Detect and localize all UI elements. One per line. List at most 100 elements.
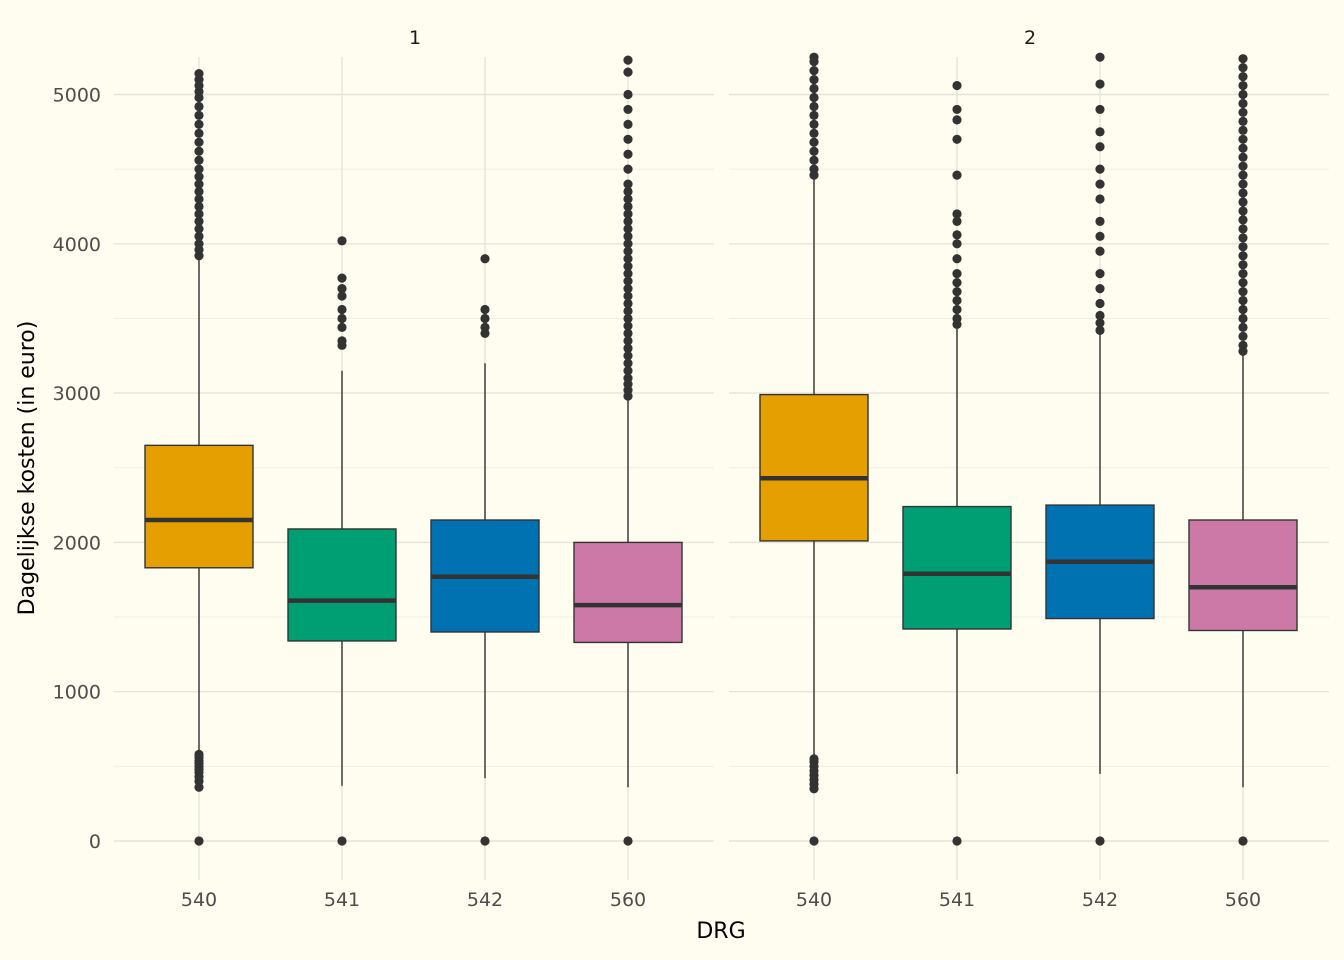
- outlier-point: [809, 128, 819, 138]
- outlier-point: [623, 321, 633, 331]
- outlier-point: [623, 55, 633, 65]
- outlier-point: [337, 291, 347, 301]
- outlier-point: [1095, 325, 1105, 335]
- outlier-point: [623, 164, 633, 174]
- outlier-point: [194, 216, 204, 227]
- x-tick-label: 560: [1225, 889, 1261, 911]
- outlier-point: [623, 283, 633, 294]
- outlier-point: [809, 52, 819, 62]
- outlier-point: [952, 230, 962, 240]
- outlier-point: [1238, 242, 1248, 252]
- outlier-point: [1095, 164, 1105, 174]
- outlier-point: [1238, 224, 1248, 234]
- outlier-point: [1095, 179, 1105, 189]
- outlier-point: [1238, 134, 1248, 144]
- outlier-point: [952, 286, 962, 297]
- outlier-point: [1238, 206, 1248, 216]
- outlier-point: [1238, 233, 1248, 243]
- box-560: [573, 55, 683, 846]
- x-tick-label: 541: [939, 889, 975, 911]
- outlier-point: [337, 836, 347, 846]
- outlier-point: [480, 254, 490, 264]
- outlier-point: [1095, 298, 1105, 309]
- outlier-point: [480, 313, 490, 324]
- outlier-point: [1095, 283, 1105, 294]
- outlier-point: [194, 101, 204, 112]
- y-tick-label: 5000: [53, 85, 101, 107]
- outlier-point: [337, 236, 347, 246]
- outlier-point: [623, 351, 633, 361]
- outlier-point: [623, 269, 633, 279]
- outlier-point: [952, 278, 962, 288]
- outlier-point: [194, 164, 204, 174]
- outlier-point: [194, 201, 204, 212]
- outlier-point: [337, 304, 347, 315]
- outlier-point: [1238, 215, 1248, 225]
- outlier-point: [809, 74, 819, 85]
- outlier-point: [1095, 246, 1105, 256]
- outlier-point: [1238, 63, 1248, 73]
- outlier-point: [623, 343, 633, 353]
- box-560: [1188, 54, 1298, 846]
- outlier-point: [952, 269, 962, 279]
- outlier-point: [623, 239, 633, 249]
- y-tick-label: 1000: [53, 682, 101, 704]
- outlier-point: [809, 754, 819, 764]
- outlier-point: [1238, 125, 1248, 135]
- outlier-point: [480, 836, 490, 846]
- outlier-point: [809, 66, 819, 76]
- outlier-point: [480, 304, 490, 315]
- outlier-point: [952, 313, 962, 324]
- outlier-point: [1095, 194, 1105, 204]
- outlier-point: [1238, 116, 1248, 126]
- outlier-point: [952, 209, 962, 219]
- outlier-point: [623, 276, 633, 286]
- outlier-point: [809, 92, 819, 103]
- y-tick-label: 4000: [53, 234, 101, 256]
- outlier-point: [194, 186, 204, 197]
- outlier-point: [623, 336, 633, 346]
- outlier-point: [623, 254, 633, 264]
- outlier-point: [1238, 197, 1248, 207]
- x-tick-label: 560: [610, 889, 646, 911]
- facet-panel-1: 1 540 541 542 560: [114, 27, 714, 911]
- outlier-point: [1095, 836, 1105, 846]
- box-540: [144, 68, 254, 846]
- outlier-point: [623, 231, 633, 241]
- outlier-point: [623, 366, 633, 376]
- outlier-point: [623, 261, 633, 271]
- outlier-point: [1238, 836, 1248, 846]
- y-tick-label: 3000: [53, 383, 101, 405]
- outlier-point: [952, 836, 962, 846]
- box-iqr: [144, 444, 254, 569]
- outlier-point: [952, 304, 962, 315]
- outlier-point: [1238, 295, 1248, 306]
- outlier-point: [809, 110, 819, 121]
- outlier-point: [194, 836, 204, 846]
- box-iqr: [287, 528, 397, 642]
- outlier-point: [1095, 318, 1105, 328]
- outlier-point: [194, 749, 204, 760]
- outlier-point: [1095, 104, 1105, 115]
- outlier-point: [1238, 278, 1248, 288]
- box-iqr: [759, 393, 869, 542]
- facet-strip-label: 1: [409, 27, 421, 49]
- outlier-point: [952, 80, 962, 91]
- outlier-point: [809, 155, 819, 165]
- outlier-point: [1095, 52, 1105, 62]
- outlier-point: [1238, 71, 1248, 82]
- outlier-point: [337, 322, 347, 333]
- outlier-point: [623, 179, 633, 189]
- outlier-point: [809, 836, 819, 846]
- outlier-point: [1238, 54, 1248, 64]
- outlier-point: [952, 216, 962, 227]
- outlier-point: [623, 194, 633, 204]
- outlier-point: [952, 170, 962, 180]
- outlier-point: [623, 328, 633, 338]
- outlier-point: [1238, 269, 1248, 279]
- outlier-point: [623, 119, 633, 129]
- outlier-point: [1095, 310, 1105, 321]
- outlier-point: [623, 373, 633, 383]
- outlier-point: [952, 295, 962, 306]
